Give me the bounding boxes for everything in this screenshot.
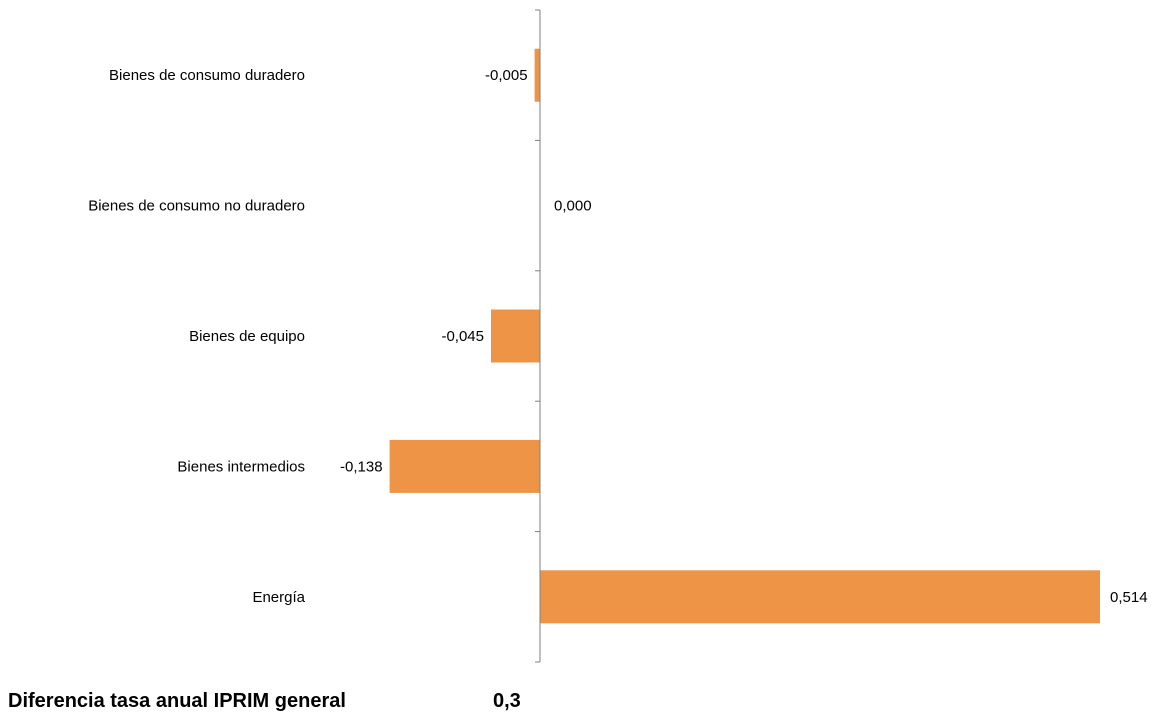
data-label: -0,045 [441,328,484,345]
bars-layer [389,48,1100,624]
footer-label: Diferencia tasa anual IPRIM general [8,690,346,712]
bar-4 [389,439,540,493]
category-label: Bienes de consumo no duradero [88,198,305,215]
footer-value: 0,3 [493,690,521,712]
labels-layer: Bienes de consumo duradero -0,005 Bienes d… [88,67,1147,606]
bar-1 [534,48,540,102]
category-label: Bienes de consumo duradero [109,67,305,84]
data-label: -0,138 [340,458,383,475]
bar-3 [491,309,540,363]
axis-layer [535,9,541,663]
bar-5 [540,570,1100,624]
data-label: -0,005 [485,67,528,84]
data-label: 0,514 [1110,589,1148,606]
category-label: Bienes de equipo [189,328,305,345]
category-label: Bienes intermedios [177,458,305,475]
data-label: 0,000 [554,198,592,215]
category-label: Energía [252,589,305,606]
